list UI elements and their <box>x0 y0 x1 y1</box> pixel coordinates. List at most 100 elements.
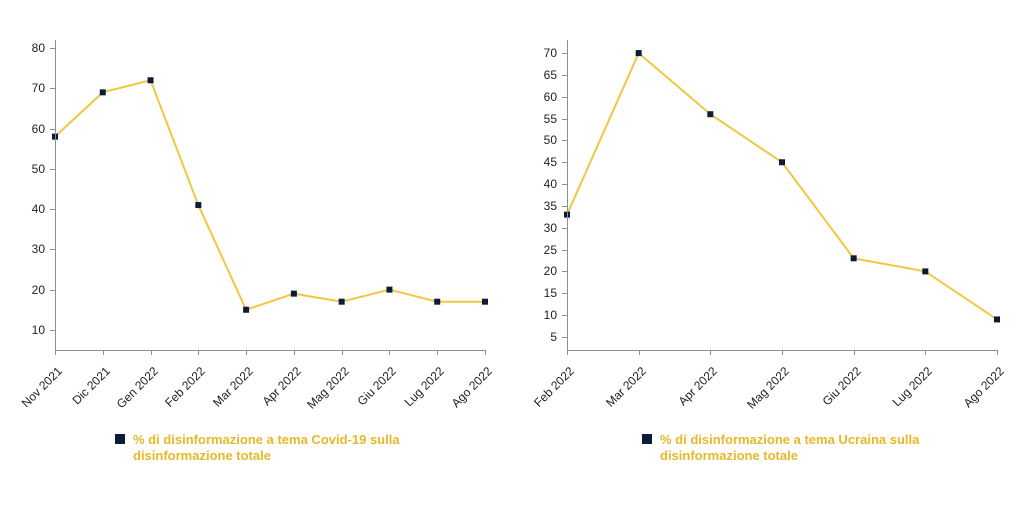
x-tick-label: Ago 2022 <box>961 364 1007 410</box>
y-tick-label: 10 <box>527 308 557 322</box>
x-tick <box>198 350 199 355</box>
y-tick-label: 60 <box>15 122 45 136</box>
y-tick-label: 70 <box>527 46 557 60</box>
panel-ukraine: 510152025303540455055606570Feb 2022Mar 2… <box>512 0 1024 505</box>
y-tick-label: 10 <box>15 323 45 337</box>
x-tick <box>925 350 926 355</box>
x-tick-label: Giu 2022 <box>355 364 399 408</box>
y-tick <box>562 271 567 272</box>
x-tick <box>246 350 247 355</box>
legend-marker-icon <box>115 434 125 444</box>
y-tick-label: 70 <box>15 81 45 95</box>
panel-covid: 10 20 30 40 50 60 70 80 Nov 2021Dic 2021Gen 2022… <box>0 0 512 505</box>
legend-covid: % di disinformazione a tema Covid-19 sul… <box>115 432 453 465</box>
chart-pair: 10 20 30 40 50 60 70 80 Nov 2021Dic 2021Gen 2022… <box>0 0 1024 505</box>
y-tick-label: 40 <box>527 177 557 191</box>
y-tick <box>562 315 567 316</box>
y-tick-label: 50 <box>15 162 45 176</box>
y-tick <box>562 228 567 229</box>
legend-label-ukraine: % di disinformazione a tema Ucraina sull… <box>660 432 980 465</box>
y-tick-label: 5 <box>527 330 557 344</box>
y-tick <box>562 140 567 141</box>
y-axis <box>55 40 56 350</box>
y-tick <box>562 75 567 76</box>
x-tick-label: Mar 2022 <box>210 364 256 410</box>
y-tick-label: 20 <box>527 264 557 278</box>
y-axis <box>567 40 568 350</box>
x-tick-label: Mar 2022 <box>603 364 649 410</box>
data-marker <box>636 50 642 56</box>
plot-area-covid: 1020304050607080Nov 2021Dic 2021Gen 2022… <box>55 40 485 350</box>
x-tick-label: Feb 2022 <box>531 364 577 410</box>
y-tick <box>562 206 567 207</box>
y-tick-label: 30 <box>527 221 557 235</box>
y-tick <box>50 209 55 210</box>
data-marker <box>100 89 106 95</box>
x-tick-label: Apr 2022 <box>259 364 303 408</box>
x-tick <box>485 350 486 355</box>
x-tick <box>567 350 568 355</box>
x-tick-label: Ago 2022 <box>449 364 495 410</box>
x-tick <box>55 350 56 355</box>
x-tick <box>710 350 711 355</box>
data-marker <box>779 159 785 165</box>
y-tick <box>50 129 55 130</box>
y-tick-label: 45 <box>527 155 557 169</box>
x-tick <box>997 350 998 355</box>
y-tick-label: 35 <box>527 199 557 213</box>
x-tick <box>294 350 295 355</box>
y-tick <box>562 97 567 98</box>
y-tick-label: 30 <box>15 242 45 256</box>
y-tick <box>562 184 567 185</box>
data-marker <box>243 307 249 313</box>
y-tick <box>50 48 55 49</box>
x-axis <box>55 350 485 351</box>
x-tick <box>389 350 390 355</box>
y-tick-label: 40 <box>15 202 45 216</box>
plot-area-ukraine: 510152025303540455055606570Feb 2022Mar 2… <box>567 40 997 350</box>
data-marker <box>339 299 345 305</box>
legend-ukraine: % di disinformazione a tema Ucraina sull… <box>642 432 980 465</box>
data-marker <box>922 268 928 274</box>
x-tick <box>639 350 640 355</box>
y-tick-label: 50 <box>527 133 557 147</box>
y-tick <box>562 162 567 163</box>
line-chart-ukraine <box>567 40 997 350</box>
legend-label-covid: % di disinformazione a tema Covid-19 sul… <box>133 432 453 465</box>
x-tick <box>151 350 152 355</box>
x-tick <box>782 350 783 355</box>
y-tick-label: 20 <box>15 283 45 297</box>
y-tick-label: 55 <box>527 112 557 126</box>
y-tick <box>562 337 567 338</box>
line-chart-covid <box>55 40 485 350</box>
x-tick <box>437 350 438 355</box>
y-tick <box>562 250 567 251</box>
data-marker <box>482 299 488 305</box>
y-tick <box>50 290 55 291</box>
x-tick-label: Gen 2022 <box>113 364 160 411</box>
data-line <box>567 53 997 319</box>
data-marker <box>851 255 857 261</box>
y-tick-label: 25 <box>527 243 557 257</box>
legend-marker-icon <box>642 434 652 444</box>
x-tick-label: Lug 2022 <box>890 364 935 409</box>
data-marker <box>386 287 392 293</box>
x-tick-label: Lug 2022 <box>402 364 447 409</box>
y-tick-label: 80 <box>15 41 45 55</box>
data-marker <box>148 77 154 83</box>
y-tick <box>50 330 55 331</box>
x-tick-label: Mag 2022 <box>304 364 352 412</box>
x-tick-label: Feb 2022 <box>162 364 208 410</box>
data-marker <box>434 299 440 305</box>
x-tick-label: Apr 2022 <box>676 364 720 408</box>
y-tick <box>50 249 55 250</box>
x-tick <box>103 350 104 355</box>
x-tick-label: Dic 2021 <box>69 364 112 407</box>
y-tick <box>562 119 567 120</box>
data-marker <box>291 291 297 297</box>
x-tick-label: Nov 2021 <box>19 364 65 410</box>
data-line <box>55 80 485 309</box>
x-tick-label: Giu 2022 <box>819 364 863 408</box>
data-marker <box>195 202 201 208</box>
data-marker <box>994 316 1000 322</box>
